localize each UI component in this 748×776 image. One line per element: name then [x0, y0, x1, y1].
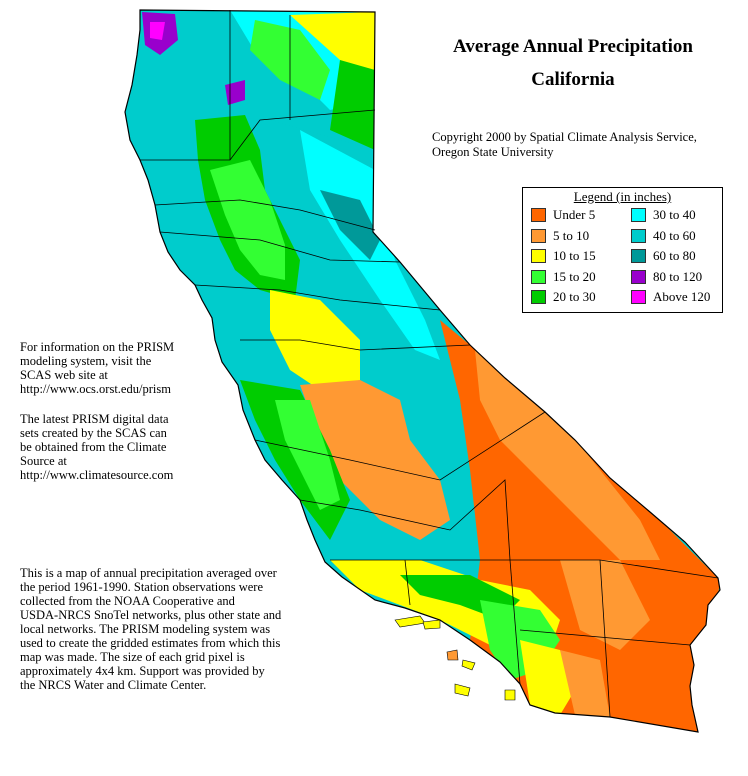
data-info: The latest PRISM digital data sets creat…	[20, 412, 220, 482]
legend-swatch	[531, 208, 546, 222]
about-info: This is a map of annual precipitation av…	[20, 566, 320, 692]
legend-label: Above 120	[653, 289, 711, 304]
legend-swatch	[531, 229, 546, 243]
legend-swatch	[531, 249, 546, 263]
prism-info: For information on the PRISM modeling sy…	[20, 340, 220, 396]
legend-swatch	[531, 270, 546, 284]
prism-info-line: modeling system, visit the	[20, 354, 152, 368]
copyright-line1: Copyright 2000 by Spatial Climate Analys…	[432, 130, 697, 144]
title-line2: California	[531, 69, 615, 90]
legend-title: Legend (in inches)	[573, 189, 672, 204]
legend-label: 20 to 30	[553, 289, 596, 304]
data-info-line: be obtained from the Climate	[20, 440, 167, 454]
legend-swatch	[631, 229, 646, 243]
legend-label: 60 to 80	[653, 248, 696, 263]
state-outline	[124, 9, 721, 733]
legend-label: 80 to 120	[653, 269, 703, 284]
prism-info-line: For information on the PRISM	[20, 340, 175, 354]
legend-swatch	[631, 290, 646, 304]
legend-swatch	[631, 208, 646, 222]
about-line: used to create the gridded estimates fro…	[20, 636, 281, 650]
legend-label: 5 to 10	[553, 228, 590, 243]
data-info-line: Source at	[20, 454, 67, 468]
channel-islands	[394, 615, 516, 701]
legend-label: Under 5	[553, 207, 596, 222]
climatesource-url-link[interactable]: http://www.climatesource.com	[20, 468, 174, 482]
legend: Legend (in inches) Under 5 5 to 10 10 to…	[522, 187, 723, 313]
county-borders	[140, 10, 719, 718]
about-line: collected from the NOAA Cooperative and	[20, 594, 235, 608]
about-line: the period 1961-1990. Station observatio…	[20, 580, 264, 594]
legend-swatch	[631, 270, 646, 284]
legend-label: 40 to 60	[653, 228, 696, 243]
about-line: This is a map of annual precipitation av…	[20, 566, 277, 580]
data-info-line: sets created by the SCAS can	[20, 426, 167, 440]
prism-url-link[interactable]: http://www.ocs.orst.edu/prism	[20, 382, 171, 396]
prism-info-line: SCAS web site at	[20, 368, 108, 382]
about-line: map was made. The size of each grid pixe…	[20, 650, 245, 664]
legend-swatch	[531, 290, 546, 304]
about-line: approximately 4x4 km. Support was provid…	[20, 664, 265, 678]
data-info-line: The latest PRISM digital data	[20, 412, 169, 426]
legend-swatch	[631, 249, 646, 263]
legend-label: 30 to 40	[653, 207, 696, 222]
map-title: Average Annual Precipitation California	[418, 30, 728, 96]
about-line: USDA-NRCS SnoTel networks, plus other st…	[20, 608, 282, 622]
legend-label: 10 to 15	[553, 248, 596, 263]
legend-label: 15 to 20	[553, 269, 596, 284]
title-line1: Average Annual Precipitation	[453, 36, 693, 57]
copyright-line2: Oregon State University	[432, 145, 554, 159]
about-line: local networks. The PRISM modeling syste…	[20, 622, 271, 636]
copyright: Copyright 2000 by Spatial Climate Analys…	[432, 130, 732, 160]
about-line: the NRCS Water and Climate Center.	[20, 678, 207, 692]
